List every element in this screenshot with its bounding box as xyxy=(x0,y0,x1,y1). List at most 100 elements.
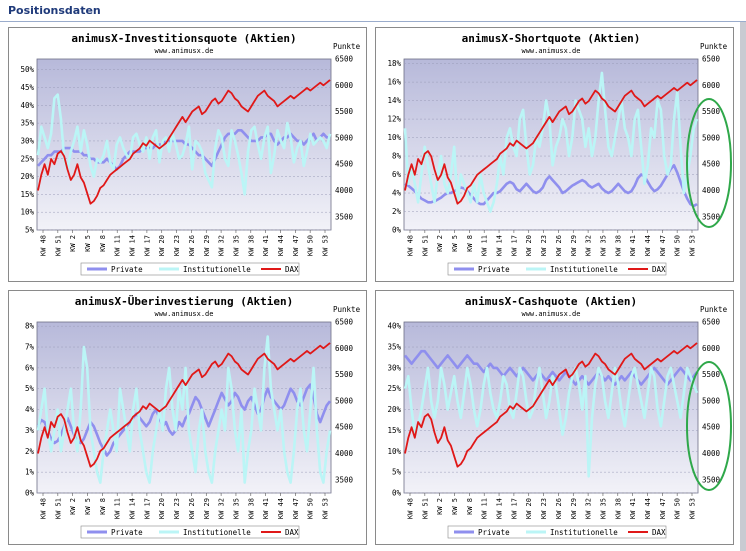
right-axis-label: Punkte xyxy=(700,42,728,51)
x-tick-label: KW 35 xyxy=(232,498,240,519)
x-tick-label: KW 14 xyxy=(496,498,504,519)
x-tick-label: KW 38 xyxy=(614,498,622,519)
y-tick-label: 3% xyxy=(25,426,35,435)
y-tick-label: 45% xyxy=(20,83,34,92)
y-tick-label: 8% xyxy=(25,322,35,331)
x-tick-label: KW 50 xyxy=(307,235,315,256)
x-tick-label: KW 20 xyxy=(525,498,533,519)
y2-tick-label: 6500 xyxy=(335,55,354,64)
y-tick-label: 14% xyxy=(387,96,401,105)
legend xyxy=(447,525,667,539)
y-tick-label: 5% xyxy=(25,384,35,393)
x-tick-label: KW 26 xyxy=(188,235,196,256)
y-tick-label: 50% xyxy=(20,65,34,74)
y-tick-label: 10% xyxy=(20,208,34,217)
y2-tick-label: 3500 xyxy=(702,475,721,484)
series-institutionelle-line xyxy=(403,366,699,478)
x-tick-label: KW 41 xyxy=(262,498,270,519)
legend-private-label: Private xyxy=(111,265,143,274)
x-tick-label: KW 51 xyxy=(421,498,429,519)
chart-panel-investitionsquote: animusX-Investitionsquote (Aktien) www.an… xyxy=(8,27,367,282)
x-tick-label: KW 41 xyxy=(629,235,637,256)
y-tick-label: 20% xyxy=(387,405,401,414)
y2-tick-label: 4000 xyxy=(335,449,354,458)
x-tick-label: KW 26 xyxy=(555,235,563,256)
y2-tick-label: 6000 xyxy=(702,344,721,353)
chart-title: animusX-Cashquote (Aktien) xyxy=(465,295,637,308)
chart-subtitle: www.animusx.de xyxy=(521,47,580,55)
chart-title: animusX-Shortquote (Aktien) xyxy=(462,32,641,45)
x-tick-label: KW 2 xyxy=(69,498,77,515)
y-tick-label: 20% xyxy=(20,172,34,181)
x-tick-label: KW 38 xyxy=(247,235,255,256)
y-tick-label: 2% xyxy=(25,447,35,456)
y-tick-label: 40% xyxy=(387,322,401,331)
series-institutionelle-line xyxy=(36,93,332,196)
x-tick-label: KW 5 xyxy=(451,498,459,515)
x-tick-label: KW 32 xyxy=(585,235,593,256)
y2-tick-label: 5500 xyxy=(335,107,354,116)
x-tick-label: KW 38 xyxy=(614,235,622,256)
y-tick-label: 4% xyxy=(392,189,402,198)
right-axis-label: Punkte xyxy=(333,42,361,51)
x-tick-label: KW 32 xyxy=(218,498,226,519)
y2-tick-label: 6500 xyxy=(702,318,721,327)
y-tick-label: 15% xyxy=(20,190,34,199)
y-tick-label: 10% xyxy=(387,133,401,142)
y-tick-label: 7% xyxy=(25,343,35,352)
x-tick-label: KW 44 xyxy=(277,235,285,256)
x-tick-label: KW 44 xyxy=(644,498,652,519)
scrollbar[interactable] xyxy=(740,22,746,551)
x-tick-label: KW 48 xyxy=(407,498,415,519)
chart-svg: animusX-Shortquote (Aktien) www.animusx.d… xyxy=(387,32,732,276)
y-tick-label: 25% xyxy=(387,384,401,393)
y-tick-label: 16% xyxy=(387,78,401,87)
x-tick-label: KW 51 xyxy=(54,235,62,256)
x-tick-label: KW 23 xyxy=(540,235,548,256)
y-tick-label: 12% xyxy=(387,115,401,124)
x-tick-label: KW 5 xyxy=(84,235,92,252)
y-tick-label: 5% xyxy=(25,226,35,235)
legend-dax-label: DAX xyxy=(285,528,299,537)
y-tick-label: 1% xyxy=(25,468,35,477)
x-tick-label: KW 44 xyxy=(644,235,652,256)
x-tick-label: KW 35 xyxy=(599,235,607,256)
y2-tick-label: 3500 xyxy=(702,212,721,221)
x-tick-label: KW 32 xyxy=(218,235,226,256)
y2-tick-label: 5500 xyxy=(702,107,721,116)
y2-tick-label: 5000 xyxy=(702,396,721,405)
y-tick-label: 35% xyxy=(387,343,401,352)
y2-tick-label: 4000 xyxy=(335,186,354,195)
x-tick-label: KW 35 xyxy=(232,235,240,256)
legend-institutionelle-label: Institutionelle xyxy=(550,265,618,274)
x-tick-label: KW 14 xyxy=(129,498,137,519)
x-tick-label: KW 29 xyxy=(570,498,578,519)
x-tick-label: KW 53 xyxy=(689,235,697,256)
x-tick-label: KW 2 xyxy=(436,235,444,252)
chart-subtitle: www.animusx.de xyxy=(154,310,213,318)
chart-panel-ueberinvestierung: animusX-Überinvestierung (Aktien) www.ani… xyxy=(8,290,367,545)
x-tick-label: KW 50 xyxy=(674,498,682,519)
highlight-ellipse xyxy=(686,98,732,228)
x-tick-label: KW 8 xyxy=(466,498,474,515)
right-axis-label: Punkte xyxy=(700,305,728,314)
legend-private-label: Private xyxy=(478,528,510,537)
x-tick-label: KW 29 xyxy=(203,235,211,256)
x-tick-label: KW 11 xyxy=(481,498,489,519)
x-tick-label: KW 11 xyxy=(114,235,122,256)
y-tick-label: 18% xyxy=(387,59,401,68)
chart-svg: animusX-Cashquote (Aktien) www.animusx.de… xyxy=(387,295,732,539)
x-tick-label: KW 48 xyxy=(40,235,48,256)
x-tick-label: KW 29 xyxy=(203,498,211,519)
y2-tick-label: 3500 xyxy=(335,475,354,484)
x-tick-label: KW 23 xyxy=(173,235,181,256)
y2-tick-label: 5000 xyxy=(702,133,721,142)
chart-svg: animusX-Investitionsquote (Aktien) www.an… xyxy=(20,32,361,276)
legend-dax-label: DAX xyxy=(652,528,666,537)
legend-private-label: Private xyxy=(478,265,510,274)
x-tick-label: KW 14 xyxy=(496,235,504,256)
series-institutionelle-line xyxy=(36,335,332,484)
y-tick-label: 0% xyxy=(25,489,35,498)
y-tick-label: 30% xyxy=(20,136,34,145)
x-tick-label: KW 11 xyxy=(114,498,122,519)
